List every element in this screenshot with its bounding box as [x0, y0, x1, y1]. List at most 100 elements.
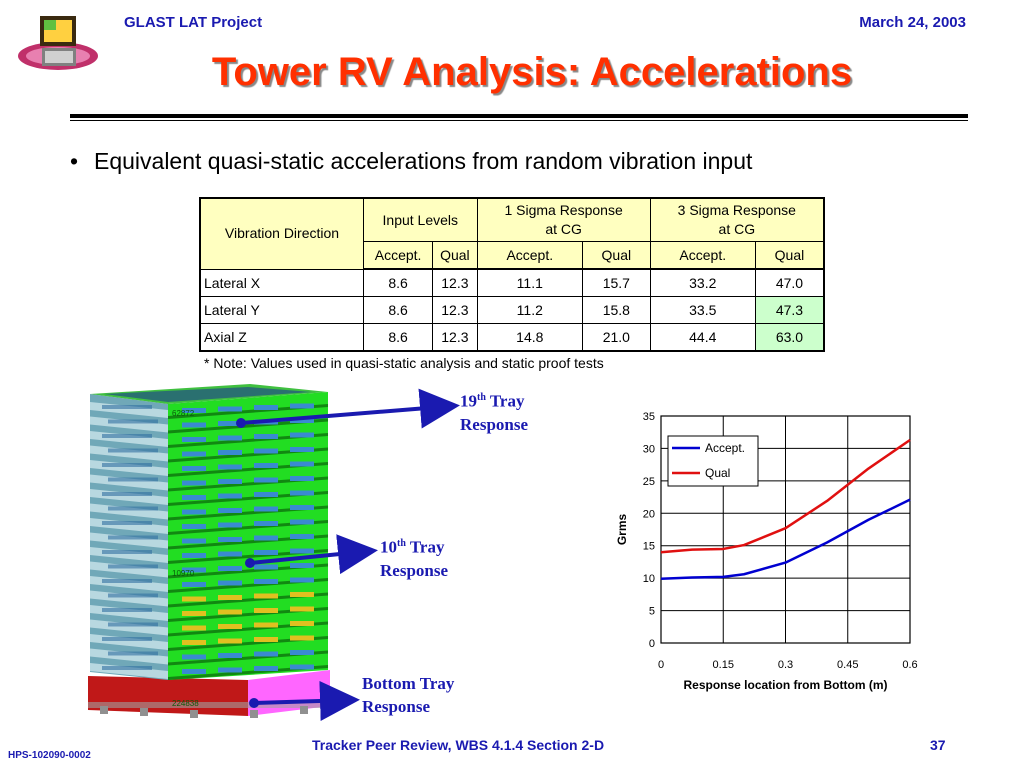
tray-front-window: [218, 537, 242, 542]
tray-front-window: [218, 566, 242, 571]
tray-front-ledge: [168, 433, 328, 448]
tray-front-window: [290, 461, 314, 467]
tray-front-window: [182, 495, 206, 500]
tray-front-window: [182, 538, 206, 544]
tray-front-window: [254, 535, 278, 541]
table-cell: 15.7: [582, 268, 651, 297]
tray-front-window: [182, 408, 206, 413]
tray-side-window: [108, 564, 158, 569]
plot-frame: [660, 415, 911, 644]
tray-front-window: [182, 466, 206, 471]
tray-front-ledge: [168, 534, 328, 550]
tray-side-window: [108, 419, 158, 424]
sub-header: Accept.: [649, 241, 756, 270]
table-cell: 11.1: [476, 268, 584, 297]
tray-front-window: [290, 563, 314, 568]
glast-logo-icon: [18, 16, 98, 70]
tray-front-window: [290, 534, 314, 539]
table-note: * Note: Values used in quasi-static anal…: [204, 355, 604, 371]
tower-foot: [326, 702, 334, 710]
x-tick-label: 0.45: [837, 659, 858, 671]
header-1sigma: 1 Sigma Response at CG: [476, 197, 651, 242]
title-rule-thin: [70, 120, 968, 121]
tray-front-window: [290, 432, 314, 438]
table-cell: 11.2: [476, 296, 584, 324]
tray-front-window: [290, 635, 314, 641]
tray-side-window: [108, 506, 158, 511]
tray-front-window: [254, 651, 278, 657]
label-bottom-tray: Bottom Tray Response: [362, 674, 455, 716]
tray-front-window: [290, 490, 314, 496]
tray-front-window: [254, 434, 278, 439]
tray-front-ledge: [168, 462, 328, 477]
y-tick-label: 35: [643, 411, 655, 423]
tray-side-window: [108, 593, 158, 598]
tray-side-window: [102, 521, 152, 525]
legend-label: Qual: [705, 466, 730, 480]
tray-front-window: [182, 553, 206, 558]
bullet-point: • Equivalent quasi-static accelerations f…: [70, 148, 752, 175]
table-cell: 33.2: [649, 268, 756, 297]
tray-front-window: [290, 548, 314, 554]
tray-front-window: [218, 508, 242, 513]
header-direction: Vibration Direction: [199, 197, 364, 270]
tower-foot: [100, 706, 108, 714]
tray-front-ledge: [168, 476, 328, 492]
tray-front-window: [218, 479, 242, 484]
table-row: Lateral X 8.6 12.3 11.1 15.7 33.2 47.0: [199, 268, 825, 297]
grms-line-chart: 0 5 10 15 20 25 30 35 0 0.15 0.3 0.45 0.6 Accept. Qual…: [615, 411, 918, 692]
tray-side-window: [108, 477, 158, 482]
tray-side-window: [102, 434, 152, 438]
tray-front-window: [254, 492, 278, 497]
tray-side-window: [108, 535, 158, 540]
tray-front-window: [218, 421, 242, 426]
tower-fem-illustration: 62872 10970 224838: [88, 384, 334, 718]
tray-side-window: [108, 448, 158, 453]
tray-front-window: [254, 622, 278, 628]
tower-foot: [190, 710, 198, 718]
tray-front-window: [254, 637, 278, 642]
tray-front-window: [254, 564, 278, 570]
table-cell: 12.3: [432, 296, 478, 324]
y-tick-label: 5: [649, 606, 655, 618]
table-cell: 47.0: [754, 268, 825, 297]
tray-front-window: [218, 595, 242, 600]
tray-front-window: [290, 650, 314, 655]
node-id-19: 62872: [172, 409, 195, 418]
tray-front-window: [218, 406, 242, 412]
tray-front-ledge: [168, 447, 328, 463]
tray-front-ledge: [168, 578, 328, 593]
y-axis-label: Grms: [615, 514, 629, 546]
tray-front-window: [218, 653, 242, 658]
tray-front-window: [290, 476, 314, 481]
header-3sigma: 3 Sigma Response at CG: [649, 197, 825, 242]
footer-title: Tracker Peer Review, WBS 4.1.4 Section 2…: [312, 737, 605, 753]
tray-front-window: [254, 608, 278, 613]
tray-front-window: [254, 477, 278, 483]
tray-front-window: [182, 654, 206, 660]
sub-header: Qual: [754, 241, 825, 270]
tray-front-window: [182, 596, 206, 602]
tray-front-window: [182, 509, 206, 515]
header-input-levels: Input Levels: [363, 197, 478, 242]
x-tick-label: 0.6: [902, 659, 917, 671]
tray-front-ledge: [168, 505, 328, 521]
tray-front-window: [182, 437, 206, 442]
tray-side-window: [102, 405, 152, 409]
tower-foot: [300, 706, 308, 714]
tray-front-window: [254, 448, 278, 454]
tray-front-ledge: [168, 621, 328, 637]
x-tick-label: 0.15: [713, 659, 734, 671]
label-19th-tray: 19th Tray Response: [460, 391, 529, 434]
x-tick-label: 0.3: [778, 659, 793, 671]
tray-front-window: [254, 506, 278, 512]
tray-front-window: [218, 522, 242, 528]
tower-foot: [140, 708, 148, 716]
table-cell: 12.3: [432, 268, 478, 297]
y-tick-label: 25: [643, 476, 655, 488]
tray-front-window: [182, 524, 206, 529]
tray-front-window: [218, 580, 242, 586]
tray-front-window: [290, 621, 314, 626]
table-cell-highlight: 47.3: [754, 296, 825, 324]
slide-title: Tower RV Analysis: Accelerations: [211, 50, 853, 94]
